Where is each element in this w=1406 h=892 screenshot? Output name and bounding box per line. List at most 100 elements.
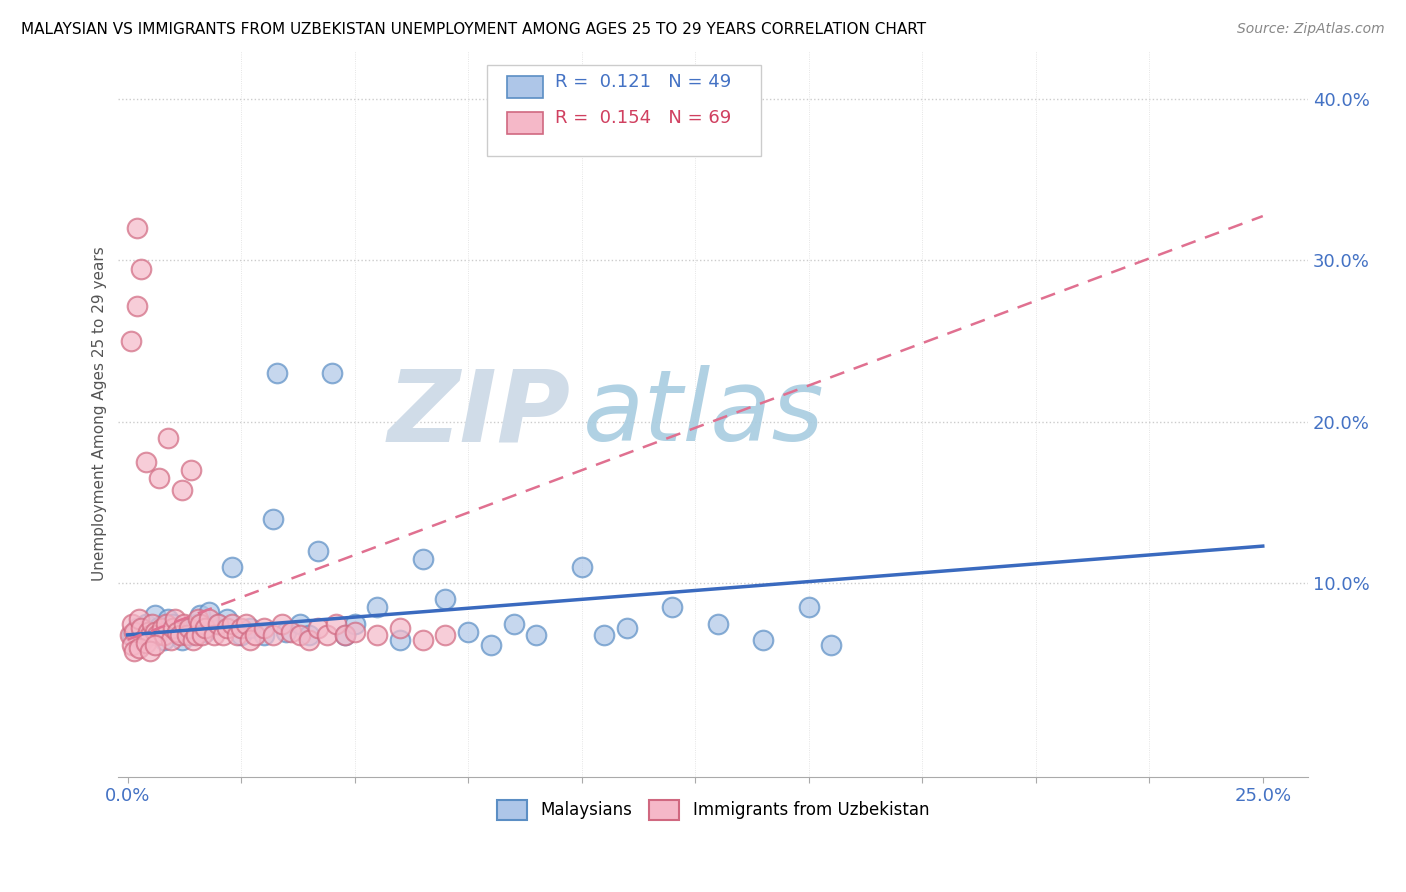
Point xyxy=(121,628,143,642)
Point xyxy=(366,628,388,642)
Point xyxy=(253,621,276,635)
Point xyxy=(217,621,239,635)
Point xyxy=(177,621,200,635)
Point xyxy=(169,628,191,642)
Point xyxy=(125,621,148,635)
Point xyxy=(752,632,775,647)
Point xyxy=(146,628,169,642)
Point xyxy=(143,624,166,639)
Point xyxy=(194,621,217,635)
Point xyxy=(180,463,202,477)
Point xyxy=(229,628,252,642)
Point xyxy=(159,632,181,647)
Point xyxy=(135,636,157,650)
Y-axis label: Unemployment Among Ages 25 to 29 years: Unemployment Among Ages 25 to 29 years xyxy=(93,246,107,582)
FancyBboxPatch shape xyxy=(488,65,761,156)
Point xyxy=(797,600,820,615)
Point xyxy=(135,455,157,469)
Point xyxy=(221,616,243,631)
Point xyxy=(157,431,180,445)
Point xyxy=(198,605,221,619)
Point xyxy=(165,612,187,626)
Point xyxy=(184,628,207,642)
Point xyxy=(707,616,730,631)
Point xyxy=(180,628,202,642)
Point xyxy=(207,616,229,631)
Point xyxy=(388,621,411,635)
Point xyxy=(388,632,411,647)
Point xyxy=(253,628,276,642)
Point xyxy=(143,608,166,623)
Point xyxy=(187,612,209,626)
Point xyxy=(343,624,366,639)
Point xyxy=(239,632,262,647)
Legend: Malaysians, Immigrants from Uzbekistan: Malaysians, Immigrants from Uzbekistan xyxy=(491,793,936,827)
Point xyxy=(412,552,434,566)
Point xyxy=(166,624,188,639)
Point xyxy=(412,632,434,647)
Point xyxy=(661,600,683,615)
Point xyxy=(139,644,162,658)
Point xyxy=(148,620,170,634)
Point xyxy=(194,624,217,639)
Point xyxy=(229,621,252,635)
Text: MALAYSIAN VS IMMIGRANTS FROM UZBEKISTAN UNEMPLOYMENT AMONG AGES 25 TO 29 YEARS C: MALAYSIAN VS IMMIGRANTS FROM UZBEKISTAN … xyxy=(21,22,927,37)
Point xyxy=(141,616,163,631)
Point xyxy=(457,624,479,639)
Point xyxy=(132,632,155,647)
Point xyxy=(129,632,152,647)
Point xyxy=(202,628,225,642)
Text: R =  0.154   N = 69: R = 0.154 N = 69 xyxy=(555,109,731,128)
Point xyxy=(155,616,177,631)
Point xyxy=(225,628,247,642)
Point xyxy=(183,632,205,647)
Point xyxy=(335,628,357,642)
Point xyxy=(221,560,243,574)
Point xyxy=(188,608,211,623)
Point xyxy=(143,638,166,652)
Point xyxy=(136,624,159,639)
Point xyxy=(271,616,294,631)
Point xyxy=(335,628,357,642)
Point xyxy=(173,616,195,631)
Point xyxy=(276,624,298,639)
Point xyxy=(170,483,193,497)
Text: atlas: atlas xyxy=(582,365,824,462)
Point xyxy=(502,616,524,631)
Point xyxy=(191,628,214,642)
Point xyxy=(150,621,173,635)
Point xyxy=(176,628,198,642)
Point xyxy=(176,621,198,635)
FancyBboxPatch shape xyxy=(508,76,543,98)
Point xyxy=(128,612,150,626)
Point xyxy=(125,299,148,313)
Point xyxy=(157,612,180,626)
Point xyxy=(298,632,321,647)
Point xyxy=(148,471,170,485)
Point xyxy=(262,628,284,642)
Point xyxy=(239,621,262,635)
Point xyxy=(280,624,302,639)
Point xyxy=(118,628,141,642)
Point xyxy=(288,616,311,631)
Point xyxy=(434,592,457,607)
Point xyxy=(571,560,593,574)
Point xyxy=(243,628,266,642)
Text: R =  0.121   N = 49: R = 0.121 N = 49 xyxy=(555,73,731,91)
Point xyxy=(307,544,329,558)
Point xyxy=(366,600,388,615)
Point xyxy=(188,616,211,631)
Point xyxy=(153,632,176,647)
Point xyxy=(479,638,502,652)
Point xyxy=(139,628,162,642)
Point xyxy=(135,616,157,631)
Point xyxy=(184,616,207,631)
Point xyxy=(129,621,152,635)
Point xyxy=(325,616,347,631)
Text: Source: ZipAtlas.com: Source: ZipAtlas.com xyxy=(1237,22,1385,37)
Point xyxy=(434,628,457,642)
Point xyxy=(616,621,638,635)
Point xyxy=(128,640,150,655)
Point xyxy=(321,367,343,381)
Point xyxy=(162,616,184,631)
